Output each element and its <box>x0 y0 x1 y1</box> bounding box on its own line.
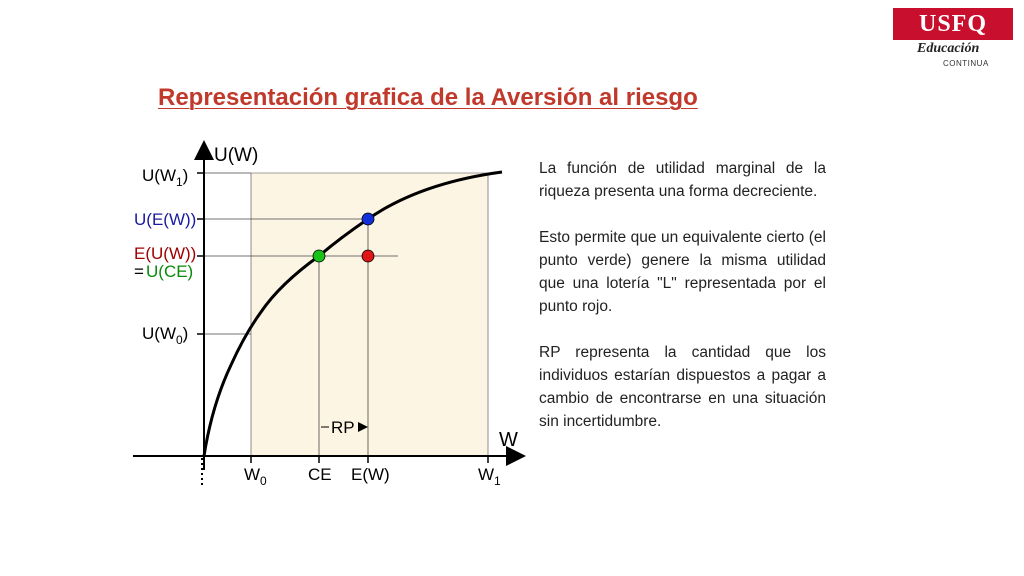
label-w1: W1 <box>478 465 501 488</box>
label-u-ce: U(CE) <box>146 262 193 281</box>
red-point <box>361 249 375 263</box>
label-e-uw: E(U(W)) <box>134 244 196 263</box>
label-u-ew: U(E(W)) <box>134 210 196 229</box>
x-axis-title: W <box>499 429 518 451</box>
label-w0: W0 <box>244 465 267 488</box>
label-eq: = <box>134 262 144 281</box>
logo-brand: USFQ <box>893 8 1013 40</box>
slide-title: Representación grafica de la Aversión al… <box>158 84 698 111</box>
label-ce: CE <box>308 465 332 484</box>
logo-subtitle: Educación <box>917 41 980 56</box>
utility-curve <box>202 170 503 457</box>
y-axis-title: U(W) <box>214 145 258 166</box>
label-u-w1: U(W1) <box>142 166 188 189</box>
usfq-logo: USFQ Educación CONTINUA <box>893 8 1013 70</box>
paragraph-marginal-utility: La función de utilidad marginal de la ri… <box>539 160 826 200</box>
explanation-text: La función de utilidad marginal de la ri… <box>539 157 826 456</box>
label-ew: E(W) <box>351 465 390 484</box>
label-u-w0: U(W0) <box>142 324 188 347</box>
green-point <box>312 249 326 263</box>
logo-tagline: CONTINUA <box>943 59 989 68</box>
paragraph-certainty-equivalent: Esto permite que un equivalente cierto (… <box>539 229 826 315</box>
rp-label: RP <box>331 418 355 437</box>
paragraph-risk-premium: RP representa la cantidad que los indivi… <box>539 344 826 430</box>
blue-point <box>361 212 375 226</box>
